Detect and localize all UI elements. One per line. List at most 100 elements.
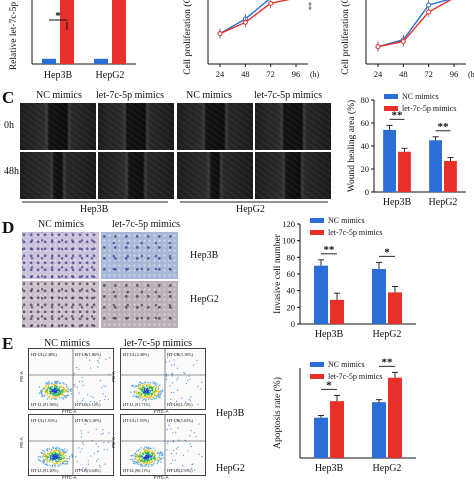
growth-1-xtick-label-0: 24 xyxy=(374,69,383,79)
flow-dot-outer xyxy=(187,450,189,452)
flow-dot-outer xyxy=(102,432,104,435)
panel-e-col-label-1: NC mimics xyxy=(44,338,90,349)
flow-dot-outer xyxy=(81,432,83,435)
flow-dot xyxy=(155,398,158,400)
flow-dot xyxy=(133,386,136,388)
flow-dot xyxy=(136,396,139,398)
flow-dot-outer xyxy=(104,463,106,465)
flow-dot xyxy=(62,398,65,400)
flow-dot-outer xyxy=(78,380,81,383)
flow-dot xyxy=(136,459,139,461)
flow-dot-outer xyxy=(172,432,174,434)
flow-dot xyxy=(49,464,51,467)
flow-dot xyxy=(145,449,148,452)
flow-dot xyxy=(46,463,48,465)
flow-dot-outer xyxy=(191,467,193,469)
flow-dot xyxy=(46,383,48,385)
flow-dot xyxy=(51,457,54,460)
flow-dot xyxy=(54,452,57,454)
flow-dot-outer xyxy=(170,462,172,464)
flow-dot xyxy=(54,392,56,395)
flow-dot xyxy=(57,453,60,456)
flow-dot xyxy=(47,385,49,387)
flow-dot xyxy=(42,462,45,465)
flow-dot xyxy=(148,461,150,464)
flow-dot xyxy=(66,460,69,463)
flow-dot-outer xyxy=(97,458,99,460)
flow-dot xyxy=(155,384,157,387)
panel-b-bar-1-1 xyxy=(112,0,126,64)
flow-dot xyxy=(49,391,51,393)
flow-dot-outer xyxy=(78,468,81,471)
flow-dot xyxy=(162,457,165,459)
flow-dot xyxy=(145,384,148,386)
chart-e-sig-1: ** xyxy=(382,356,394,368)
flow-dot-outer xyxy=(82,397,84,400)
flow-dot xyxy=(150,463,153,466)
flow-dot xyxy=(39,460,41,462)
flow-dot xyxy=(55,390,58,393)
flow-dot xyxy=(56,380,58,383)
flow-dot-outer xyxy=(167,441,169,443)
flow-dot xyxy=(67,388,70,390)
flow-dot xyxy=(57,381,60,383)
growth-0-line-1 xyxy=(219,0,290,35)
flow-dot-outer xyxy=(169,360,171,362)
flow-dot xyxy=(49,450,52,453)
flow-dot-outer xyxy=(166,356,169,359)
flow-dot-outer xyxy=(79,451,81,453)
flow-dot-outer xyxy=(76,386,78,388)
flow-dot xyxy=(135,396,138,398)
flow-dot xyxy=(148,449,151,451)
flow-quadrant-label-0: HT-UL(1.93%) xyxy=(31,418,57,423)
flow-dot xyxy=(40,391,43,393)
flow-dot xyxy=(137,455,140,458)
flow-dot xyxy=(52,460,54,462)
flow-dot xyxy=(145,458,148,460)
flow-dot xyxy=(132,462,135,465)
flow-plot-svg-0: HT-UL(2.48%) HT-UR(1.86%) HT-LL(91.56%) HT-… xyxy=(29,349,113,409)
flow-dot-outer xyxy=(173,391,175,394)
flow-dot xyxy=(154,460,156,462)
flow-dot xyxy=(61,461,64,464)
chart-e-sig-0: * xyxy=(326,379,332,391)
flow-dot-outer xyxy=(93,452,95,454)
flow-dot-outer xyxy=(108,432,110,434)
flow-dot xyxy=(133,390,136,392)
flow-dot xyxy=(143,386,146,389)
flow-dot xyxy=(55,448,58,450)
flow-dot xyxy=(54,384,56,386)
flow-dot-outer xyxy=(165,378,168,380)
flow-dot xyxy=(148,450,150,453)
flow-dot xyxy=(64,396,66,399)
flow-dot xyxy=(145,456,147,458)
flow-dot xyxy=(42,461,45,463)
flow-dot xyxy=(147,398,150,400)
flow-dot xyxy=(143,392,145,395)
flow-dot-outer xyxy=(95,443,97,445)
panel-b-xlabel-0: Hep3B xyxy=(44,70,73,81)
flow-dot xyxy=(158,396,160,399)
flow-dot xyxy=(49,394,52,396)
flow-dot xyxy=(147,459,149,461)
flow-dot xyxy=(149,454,152,456)
flow-dot xyxy=(57,456,59,459)
flow-dot xyxy=(60,386,62,388)
flow-dot xyxy=(45,390,48,393)
flow-dot xyxy=(46,448,48,451)
flow-dot xyxy=(147,448,149,451)
flow-dot-outer xyxy=(99,464,101,466)
flow-dot xyxy=(154,381,157,384)
flow-dot-outer xyxy=(198,453,200,455)
flow-dot xyxy=(141,382,143,385)
flow-dot xyxy=(144,465,146,467)
flow-dot xyxy=(61,397,63,400)
panel-c-col-label-1: NC mimics xyxy=(36,90,82,101)
flow-dot xyxy=(149,463,151,465)
flow-dot xyxy=(137,393,139,395)
chart-e-bar-1-1 xyxy=(388,377,402,458)
flow-dot-outer xyxy=(93,401,96,403)
flow-dot-outer xyxy=(197,386,199,388)
flow-dot-outer xyxy=(99,466,101,468)
flow-dot xyxy=(150,398,152,400)
